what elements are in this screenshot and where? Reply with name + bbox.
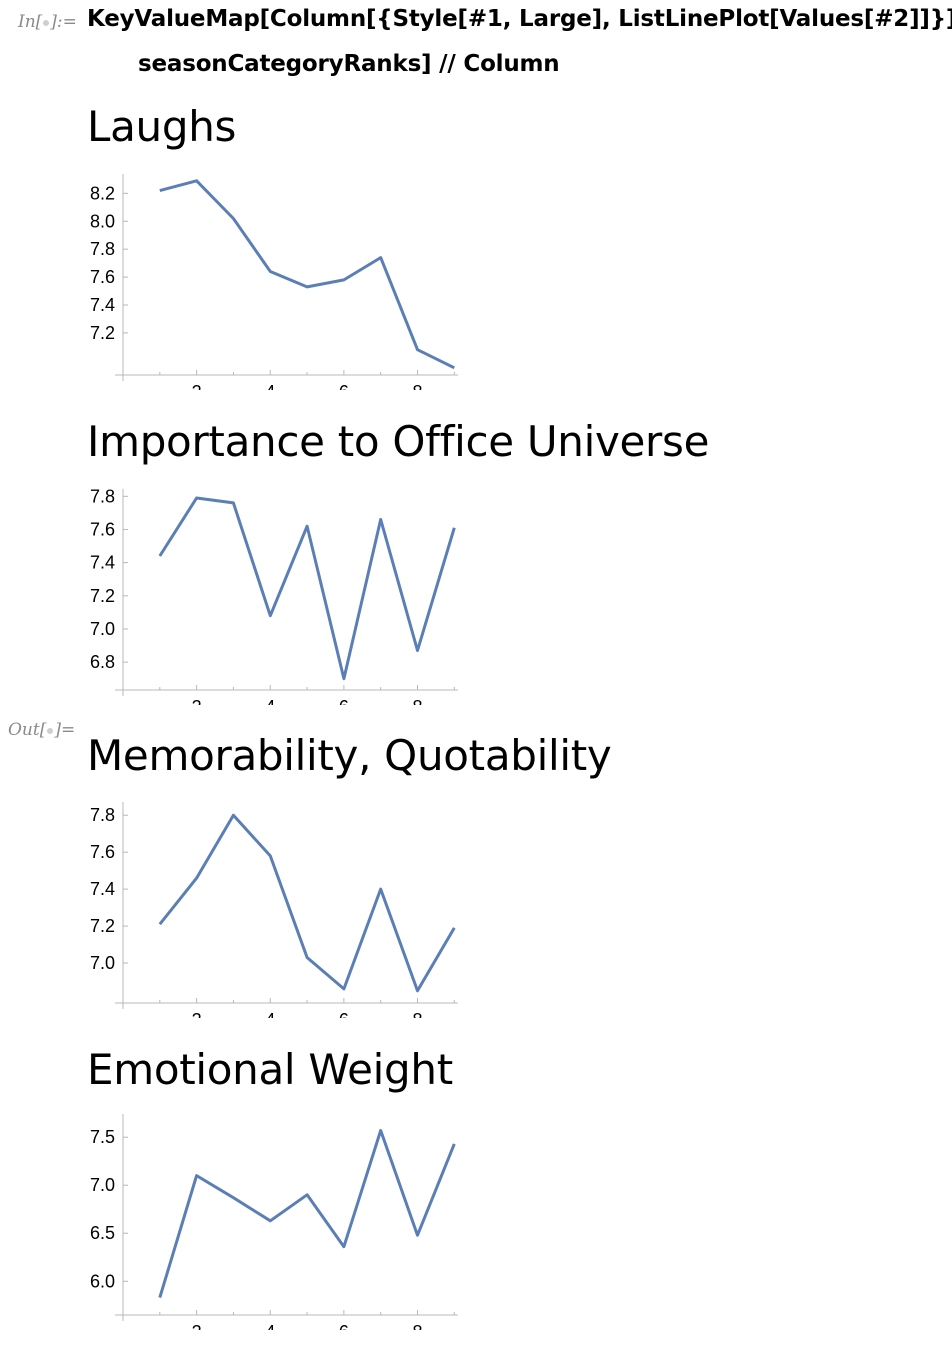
output-cell-label: Out[ ]=	[8, 720, 75, 740]
chart-title-emotional-weight: Emotional Weight	[87, 1045, 453, 1094]
x-tick-label: 6	[339, 382, 349, 390]
x-tick-label: 8	[412, 1322, 422, 1330]
chart-svg: 2 4 6 8 7.2 7.4 7.6 7.8 8.0 8.2	[90, 174, 458, 402]
line-chart-memorability[interactable]: 2 4 6 8 7.0 7.2 7.4 7.6 7.8	[80, 798, 470, 1030]
chart-svg: 2 4 6 8 6.8 7.0 7.2 7.4 7.6 7.8	[90, 486, 458, 717]
x-tick-label: 8	[412, 697, 422, 705]
line-chart-laughs[interactable]: 2 4 6 8 7.2 7.4 7.6 7.8 8.0 8.2	[80, 170, 470, 402]
y-tick-label: 8.2	[90, 183, 115, 203]
chart-title-importance: Importance to Office Universe	[87, 417, 710, 466]
x-tick-label: 4	[265, 697, 275, 705]
x-tick-label: 8	[412, 382, 422, 390]
y-tick-label: 7.8	[90, 486, 115, 506]
x-tick-label: 2	[192, 382, 202, 390]
line-chart-importance[interactable]: 2 4 6 8 6.8 7.0 7.2 7.4 7.6 7.8	[80, 485, 470, 717]
input-code-line-2[interactable]: seasonCategoryRanks] // Column	[138, 51, 560, 77]
series-line	[158, 1129, 456, 1299]
y-tick-label: 8.0	[90, 211, 115, 231]
y-tick-label: 7.6	[90, 267, 115, 287]
x-tick-label: 2	[192, 1010, 202, 1018]
y-tick-label: 6.8	[90, 652, 115, 672]
y-tick-label: 7.2	[90, 916, 115, 936]
y-tick-label: 7.0	[90, 953, 115, 973]
x-tick-label: 4	[265, 1010, 275, 1018]
x-tick-label: 4	[265, 382, 275, 390]
y-tick-label: 7.0	[90, 1175, 115, 1195]
y-tick-label: 7.6	[90, 842, 115, 862]
cell-number-placeholder-icon	[47, 727, 54, 734]
y-tick-label: 7.4	[90, 295, 115, 315]
y-tick-label: 7.4	[90, 553, 115, 573]
chart-svg: 2 4 6 8 7.0 7.2 7.4 7.6 7.8	[90, 802, 458, 1030]
line-chart-emotional-weight[interactable]: 2 4 6 8 6.0 6.5 7.0 7.5	[80, 1110, 470, 1342]
x-tick-label: 6	[339, 1322, 349, 1330]
y-tick-label: 7.8	[90, 805, 115, 825]
y-tick-label: 7.2	[90, 323, 115, 343]
series-line	[159, 179, 455, 370]
input-label-suffix: ]:=	[50, 12, 77, 32]
input-code-line-1[interactable]: KeyValueMap[Column[{Style[#1, Large], Li…	[87, 6, 952, 32]
y-tick-label: 7.2	[90, 586, 115, 606]
input-cell-label: In[ ]:=	[18, 12, 77, 32]
chart-title-memorability: Memorability, Quotability	[87, 731, 612, 780]
y-tick-label: 6.0	[90, 1271, 115, 1291]
x-tick-label: 6	[339, 1010, 349, 1018]
x-tick-label: 4	[265, 1322, 275, 1330]
x-tick-label: 2	[192, 697, 202, 705]
y-tick-label: 7.8	[90, 239, 115, 259]
chart-svg: 2 4 6 8 6.0 6.5 7.0 7.5	[90, 1114, 458, 1342]
y-tick-label: 7.0	[90, 619, 115, 639]
chart-title-laughs: Laughs	[87, 102, 237, 151]
x-tick-label: 8	[412, 1010, 422, 1018]
y-tick-label: 7.6	[90, 519, 115, 539]
cell-number-placeholder-icon	[43, 19, 50, 26]
x-tick-label: 2	[192, 1322, 202, 1330]
output-label-suffix: ]=	[54, 720, 76, 740]
series-line	[158, 496, 456, 681]
y-tick-label: 7.5	[90, 1127, 115, 1147]
input-label-prefix: In[	[18, 12, 43, 32]
y-tick-label: 6.5	[90, 1223, 115, 1243]
output-label-prefix: Out[	[8, 720, 47, 740]
series-line	[158, 813, 456, 993]
x-tick-label: 6	[339, 697, 349, 705]
y-tick-label: 7.4	[90, 879, 115, 899]
